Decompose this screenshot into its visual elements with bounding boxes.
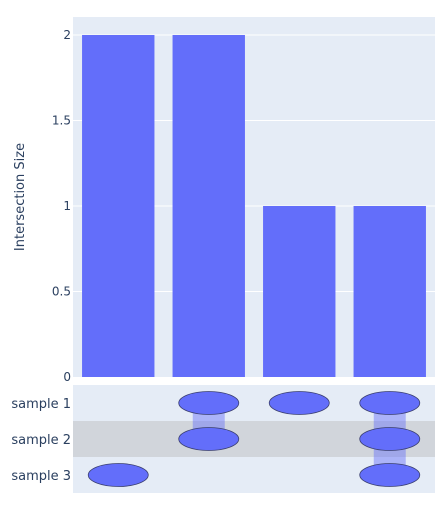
bar: [353, 206, 426, 377]
y-tick-label: 1: [63, 199, 71, 213]
bar: [82, 35, 155, 377]
y-axis-label: Intersection Size: [13, 143, 28, 251]
y-tick-label: 0.5: [52, 285, 71, 299]
set-labels: sample 1 sample 2 sample 3: [11, 397, 71, 484]
membership-dot: [178, 391, 240, 415]
set-label: sample 1: [11, 397, 71, 412]
y-tick-label: 0: [63, 370, 71, 384]
membership-matrix: [73, 385, 435, 493]
y-tick-label: 1.5: [52, 114, 71, 128]
y-tick-label: 2: [63, 28, 71, 42]
set-label: sample 3: [11, 469, 71, 484]
bars: [82, 35, 426, 377]
membership-dot: [359, 427, 421, 451]
membership-dot: [87, 463, 149, 487]
membership-dot: [268, 391, 330, 415]
membership-dot: [178, 427, 240, 451]
membership-dot: [359, 463, 421, 487]
set-label: sample 2: [11, 433, 71, 448]
y-ticks: 0 0.5 1 1.5 2: [52, 28, 71, 384]
bar: [263, 206, 336, 377]
bar: [172, 35, 245, 377]
membership-dot: [359, 391, 421, 415]
